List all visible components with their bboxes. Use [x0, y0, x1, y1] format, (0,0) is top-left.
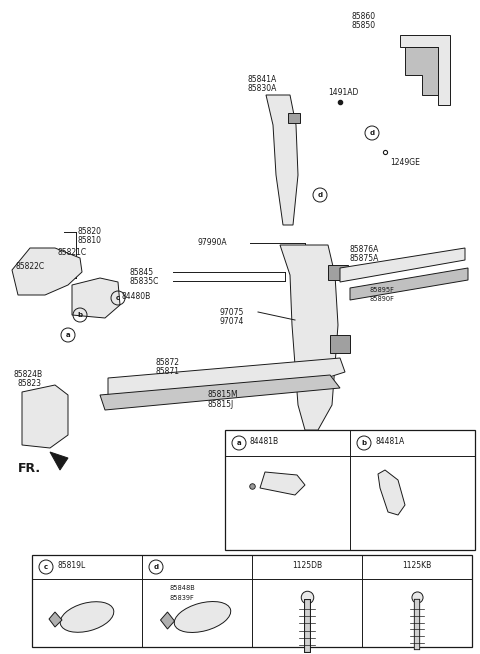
Text: 85875A: 85875A: [350, 254, 379, 263]
Ellipse shape: [60, 602, 114, 632]
Polygon shape: [100, 375, 340, 410]
Ellipse shape: [279, 139, 293, 161]
Text: 85823: 85823: [18, 379, 42, 388]
Text: 85839F: 85839F: [170, 595, 195, 601]
Ellipse shape: [174, 602, 231, 632]
Text: 84481A: 84481A: [375, 437, 404, 446]
Text: b: b: [77, 312, 83, 318]
Text: 85815M: 85815M: [208, 390, 239, 399]
Text: a: a: [66, 332, 70, 338]
Text: d: d: [317, 192, 323, 198]
Polygon shape: [50, 452, 68, 470]
Polygon shape: [400, 35, 450, 105]
Text: 85845: 85845: [130, 268, 154, 277]
Polygon shape: [280, 245, 338, 430]
Text: 84480B: 84480B: [122, 292, 151, 301]
Text: 85860: 85860: [352, 12, 376, 21]
Text: 85850: 85850: [352, 21, 376, 30]
Polygon shape: [49, 612, 62, 627]
Polygon shape: [328, 265, 348, 280]
Bar: [225, 430, 475, 550]
Text: 85821C: 85821C: [58, 248, 87, 257]
Text: 85895F: 85895F: [370, 287, 395, 293]
Text: c: c: [116, 295, 120, 301]
Text: d: d: [370, 130, 374, 136]
Polygon shape: [22, 385, 68, 448]
Text: 1491AD: 1491AD: [328, 88, 359, 97]
Text: c: c: [44, 564, 48, 570]
Text: 85824B: 85824B: [14, 370, 43, 379]
Text: 85872: 85872: [155, 358, 179, 367]
Text: 85835C: 85835C: [130, 277, 159, 286]
Polygon shape: [260, 472, 305, 495]
Polygon shape: [405, 47, 438, 95]
Text: 97990A: 97990A: [198, 238, 228, 247]
Text: d: d: [154, 564, 158, 570]
Text: 85841A: 85841A: [248, 75, 277, 84]
Text: 85890F: 85890F: [370, 296, 395, 302]
Text: 85876A: 85876A: [350, 245, 379, 254]
Text: 85830A: 85830A: [248, 84, 277, 93]
Text: 85810: 85810: [78, 236, 102, 245]
Polygon shape: [340, 248, 465, 282]
Text: 85820: 85820: [78, 227, 102, 236]
Text: 84481B: 84481B: [250, 437, 279, 446]
Polygon shape: [72, 278, 120, 318]
Text: 1249GE: 1249GE: [390, 158, 420, 167]
Text: 85848B: 85848B: [170, 585, 196, 591]
Polygon shape: [330, 335, 350, 353]
Polygon shape: [350, 268, 468, 300]
Polygon shape: [160, 612, 175, 629]
Text: 1125KB: 1125KB: [402, 561, 432, 570]
Text: 97075: 97075: [220, 308, 244, 317]
Text: 85815J: 85815J: [208, 400, 234, 409]
Text: 1125DB: 1125DB: [292, 561, 322, 570]
Polygon shape: [288, 113, 300, 123]
Text: b: b: [361, 440, 367, 446]
Text: 85819L: 85819L: [58, 561, 86, 570]
Bar: [32, 555, 472, 647]
Polygon shape: [108, 358, 345, 395]
Polygon shape: [266, 95, 298, 225]
Polygon shape: [378, 470, 405, 515]
Text: 85871: 85871: [155, 367, 179, 376]
Text: 97074: 97074: [220, 317, 244, 326]
Text: 85822C: 85822C: [15, 262, 44, 271]
Polygon shape: [12, 248, 82, 295]
Text: a: a: [237, 440, 241, 446]
Text: FR.: FR.: [18, 462, 41, 475]
Polygon shape: [42, 265, 52, 272]
